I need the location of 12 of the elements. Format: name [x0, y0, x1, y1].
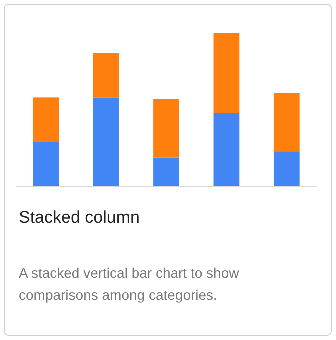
bar — [214, 33, 240, 114]
bar — [274, 93, 300, 152]
text: A stacked vertical bar chart to show comparisons among categories. — [19, 265, 240, 303]
bar — [154, 99, 180, 158]
bar — [93, 53, 120, 98]
bar — [33, 98, 60, 142]
bar — [33, 142, 60, 187]
bar — [274, 152, 300, 187]
text: Stacked column — [19, 208, 140, 227]
bar — [93, 98, 120, 187]
bar — [214, 113, 240, 187]
bar — [154, 158, 180, 187]
